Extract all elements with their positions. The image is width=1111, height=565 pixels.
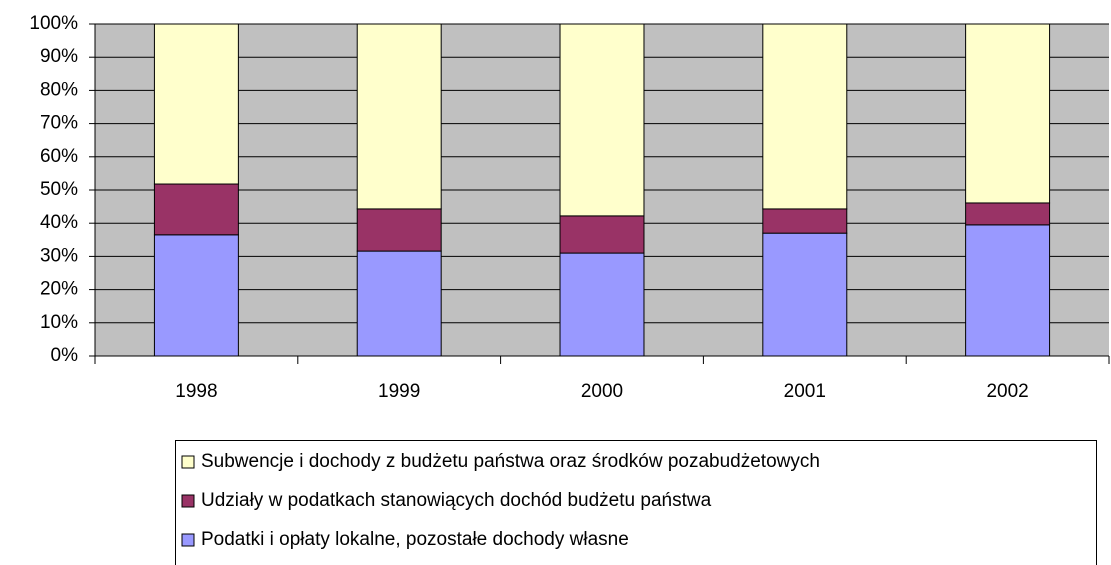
y-tick-label: 60% (40, 146, 78, 167)
bar-segment (559, 252, 645, 357)
bar-segment (762, 23, 848, 210)
y-tick-label: 0% (51, 345, 79, 366)
bar-segment (965, 202, 1051, 226)
bar-segment (153, 23, 239, 185)
bar-segment (153, 234, 239, 357)
legend-swatch (181, 533, 195, 547)
bar-segment (153, 183, 239, 236)
legend-label: Podatki i opłaty lokalne, pozostałe doch… (201, 529, 629, 550)
legend-swatch (181, 455, 195, 469)
y-tick-label: 70% (40, 113, 78, 134)
y-tick-label: 90% (40, 46, 78, 67)
bar-segment (762, 208, 848, 234)
bar-segment (559, 23, 645, 217)
y-tick-label: 30% (40, 245, 78, 266)
bar-segment (965, 224, 1051, 357)
y-tick-label: 20% (40, 279, 78, 300)
bar-segment (762, 232, 848, 357)
bar-segment (356, 23, 442, 210)
bar-segment (559, 215, 645, 254)
legend-swatch (181, 494, 195, 508)
legend-label: Udziały w podatkach stanowiących dochód … (201, 490, 712, 511)
y-tick-label: 50% (40, 179, 78, 200)
x-tick-label: 2000 (581, 381, 623, 402)
y-tick-label: 80% (40, 79, 78, 100)
x-tick-label: 2002 (986, 381, 1028, 402)
bar-segment (356, 250, 442, 357)
bar-segment (356, 208, 442, 252)
y-tick-label: 100% (29, 13, 78, 34)
y-tick-label: 40% (40, 212, 78, 233)
y-tick-label: 10% (40, 312, 78, 333)
legend-label: Subwencje i dochody z budżetu państwa or… (201, 451, 820, 472)
x-tick-label: 1998 (175, 381, 217, 402)
x-tick-label: 2001 (784, 381, 826, 402)
bar-segment (965, 23, 1051, 204)
legend-box (175, 440, 1097, 565)
x-tick-label: 1999 (378, 381, 420, 402)
